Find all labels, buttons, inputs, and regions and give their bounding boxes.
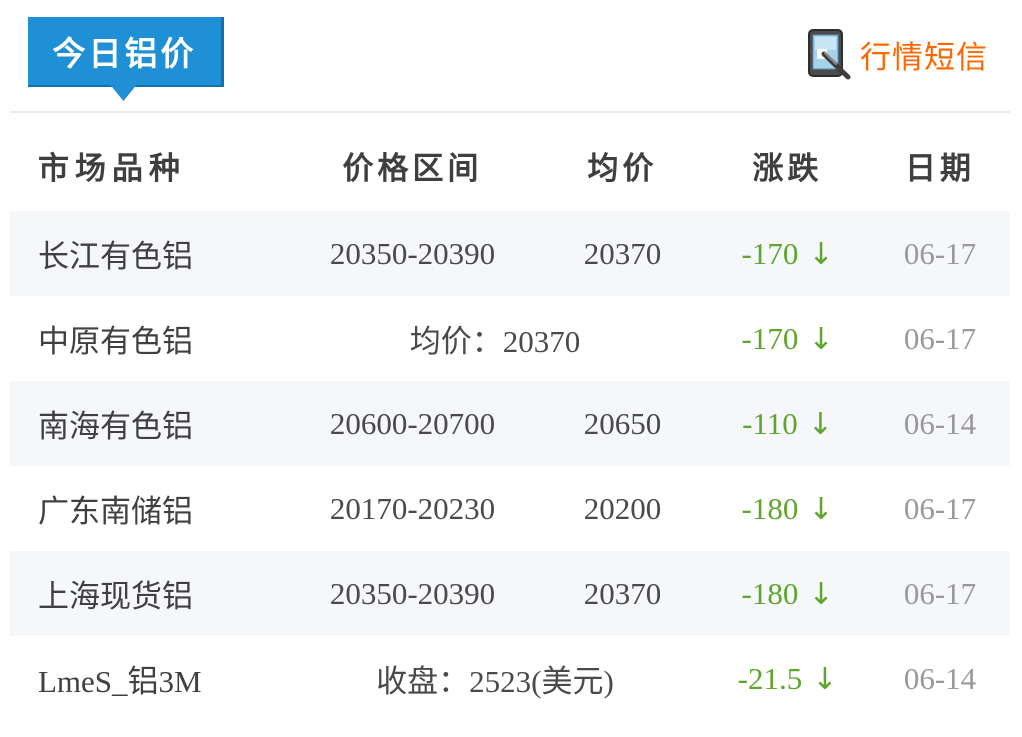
column-header-change: 涨跌 <box>752 150 823 186</box>
change-value: -170 <box>741 320 799 356</box>
price-range: 20350-20390 <box>329 575 496 611</box>
column-header-average: 均价 <box>587 150 658 186</box>
price-change: -170 ↓ <box>705 236 870 272</box>
quote-date: 06-14 <box>903 660 977 696</box>
price-change: -180 ↓ <box>705 576 870 612</box>
phone-sms-icon <box>808 29 851 80</box>
price-range: 20600-20700 <box>329 405 496 441</box>
quote-date: 06-17 <box>903 235 977 271</box>
quote-date: 06-14 <box>903 405 977 441</box>
table-header-row: 市场品种 价格区间 均价 涨跌 日期 <box>10 119 1010 211</box>
price-range: 20170-20230 <box>329 490 496 526</box>
price-table: 市场品种 价格区间 均价 涨跌 日期 长江有色铝 20350-20390 20370… <box>10 119 1010 721</box>
price-change: -170 ↓ <box>705 321 870 357</box>
change-value: -180 <box>741 575 799 611</box>
merged-price-text: 均价：20370 <box>409 324 581 359</box>
market-name: 广东南储铝 <box>38 494 193 529</box>
change-value: -110 <box>742 405 798 441</box>
down-arrow-icon: ↓ <box>808 321 834 357</box>
down-arrow-icon: ↓ <box>808 576 834 612</box>
price-table-body: 长江有色铝 20350-20390 20370 -170 ↓ 06-17 中原有色铝 均价：2… <box>10 211 1010 721</box>
market-sms-label: 行情短信 <box>860 39 988 75</box>
average-price: 20370 <box>583 575 662 611</box>
market-name: 中原有色铝 <box>38 324 193 359</box>
tab-today-aluminum-price[interactable]: 今日铝价 <box>28 17 224 87</box>
table-row: 中原有色铝 均价：20370 -170 ↓ 06-17 <box>10 296 1010 381</box>
average-price: 20650 <box>583 405 662 441</box>
tab-title: 今日铝价 <box>52 37 197 73</box>
market-name: 长江有色铝 <box>38 239 193 274</box>
change-value: -170 <box>741 235 799 271</box>
quote-date: 06-17 <box>903 320 977 356</box>
market-name: 南海有色铝 <box>38 409 193 444</box>
down-arrow-icon: ↓ <box>808 491 834 527</box>
market-sms-link[interactable]: 行情短信 <box>806 28 988 80</box>
quote-date: 06-17 <box>903 575 977 611</box>
average-price: 20370 <box>583 235 662 271</box>
table-row: 广东南储铝 20170-20230 20200 -180 ↓ 06-17 <box>10 466 1010 551</box>
down-arrow-icon: ↓ <box>807 406 833 442</box>
price-change: -180 ↓ <box>705 491 870 527</box>
column-header-market: 市场品种 <box>38 150 186 186</box>
market-name: 上海现货铝 <box>38 579 193 614</box>
header-divider <box>10 111 1010 113</box>
table-row: LmeS_铝3M 收盘：2523(美元) -21.5 ↓ 06-14 <box>10 636 1010 721</box>
change-value: -180 <box>741 490 799 526</box>
market-name: LmeS_铝3M <box>38 664 202 699</box>
page-header: 今日铝价 行情短信 <box>0 0 1022 113</box>
column-header-range: 价格区间 <box>342 150 483 186</box>
column-header-date: 日期 <box>905 150 975 186</box>
merged-price-text: 收盘：2523(美元) <box>376 664 614 699</box>
price-change: -110 ↓ <box>705 406 870 442</box>
table-row: 上海现货铝 20350-20390 20370 -180 ↓ 06-17 <box>10 551 1010 636</box>
price-range: 20350-20390 <box>329 235 496 271</box>
down-arrow-icon: ↓ <box>808 236 834 272</box>
change-value: -21.5 <box>737 660 803 696</box>
down-arrow-icon: ↓ <box>812 661 838 697</box>
average-price: 20200 <box>583 490 662 526</box>
table-row: 南海有色铝 20600-20700 20650 -110 ↓ 06-14 <box>10 381 1010 466</box>
table-row: 长江有色铝 20350-20390 20370 -170 ↓ 06-17 <box>10 211 1010 296</box>
quote-date: 06-17 <box>903 490 977 526</box>
price-change: -21.5 ↓ <box>705 661 870 697</box>
